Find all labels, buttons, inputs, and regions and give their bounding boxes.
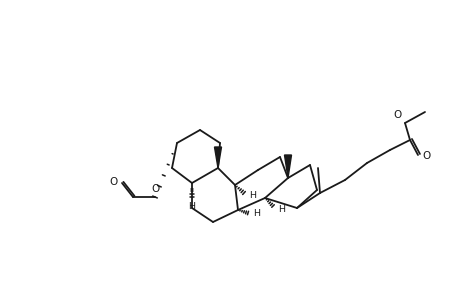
Polygon shape <box>284 155 291 178</box>
Polygon shape <box>214 147 221 168</box>
Text: H: H <box>188 202 195 211</box>
Text: H: H <box>252 208 259 217</box>
Text: O: O <box>110 177 118 187</box>
Text: H: H <box>248 191 256 200</box>
Text: O: O <box>393 110 401 120</box>
Text: O: O <box>421 151 429 161</box>
Text: H: H <box>277 205 285 214</box>
Text: O: O <box>151 184 160 194</box>
